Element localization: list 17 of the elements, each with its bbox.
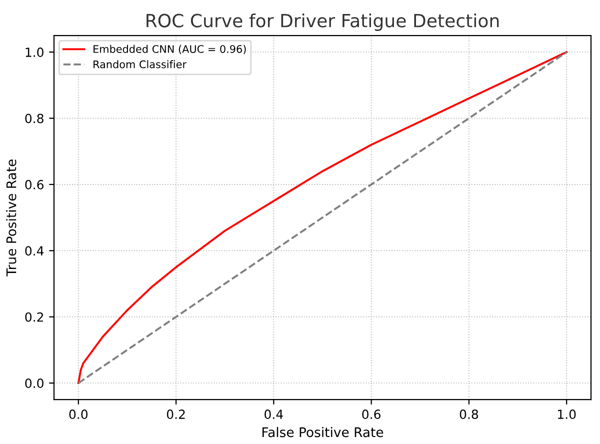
y-tick-label: 0.2 (25, 312, 44, 322)
legend-label: Random Classifier (94, 60, 187, 68)
x-tick-label: 0.2 (166, 410, 185, 419)
chart-title: ROC Curve for Driver Fatigue Detection (146, 13, 499, 31)
x-tick-label: 0.0 (69, 410, 88, 419)
y-tick-label: 1.0 (26, 48, 44, 57)
x-tick-label: 0.4 (264, 410, 283, 419)
y-axis-title: True Positive Rate (6, 160, 16, 276)
y-tick-label: 0.8 (25, 114, 44, 124)
y-tick-label: 0.6 (25, 180, 44, 190)
y-tick-label: 0.4 (25, 246, 44, 256)
x-tick-label: 0.6 (362, 410, 380, 419)
x-tick-label: 0.8 (460, 410, 478, 419)
x-axis-title: False Positive Rate (262, 426, 384, 438)
y-tick-label: 0.0 (25, 378, 44, 388)
x-tick-label: 1.0 (558, 410, 576, 419)
legend-label: Embedded CNN (AUC = 0.96) (94, 44, 246, 54)
